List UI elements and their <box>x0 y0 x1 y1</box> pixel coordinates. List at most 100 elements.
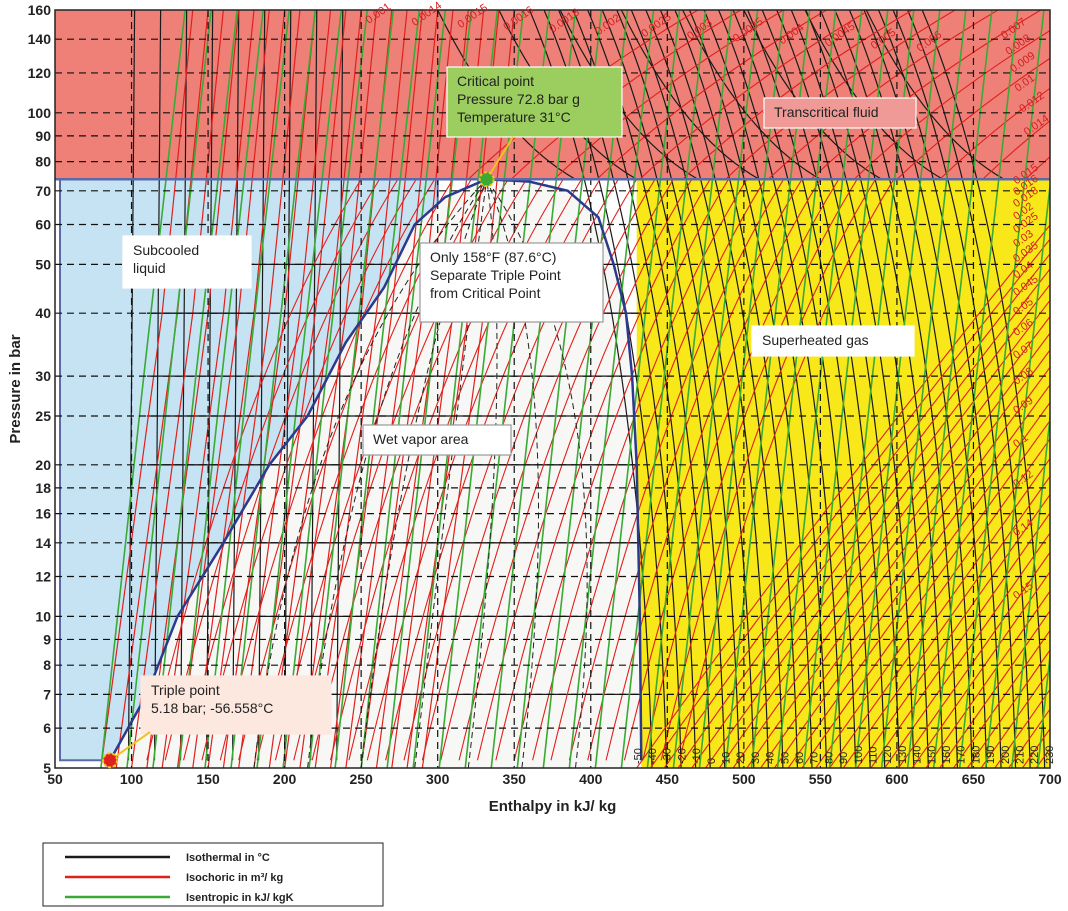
isochore-gas <box>898 551 1050 768</box>
isochore-gas <box>718 315 1050 768</box>
quality-line <box>360 179 488 768</box>
isotherm-label: 130 <box>897 746 909 764</box>
x-tick-label: 350 <box>503 771 527 787</box>
isochore-super <box>553 10 784 180</box>
y-tick-label: 6 <box>43 720 51 736</box>
isentrope <box>308 10 395 768</box>
annotation-text: 5.18 bar; -56.558°C <box>151 700 273 716</box>
isochore-super <box>982 120 1050 180</box>
isentrope <box>906 10 993 768</box>
annotation-text: Pressure 72.8 bar g <box>457 91 580 107</box>
y-tick-label: 40 <box>35 305 51 321</box>
critical-connector <box>485 136 514 180</box>
isotherm-label: -10 <box>691 748 703 764</box>
annotation-text: liquid <box>133 260 166 276</box>
isochore-gas <box>939 609 1050 768</box>
x-axis-title: Enthalpy in kJ/ kg <box>489 798 617 815</box>
isotherm-label: 230 <box>1044 746 1056 764</box>
x-tick-label: 150 <box>196 771 220 787</box>
annotation-text: Subcooled <box>133 242 199 258</box>
isochore-gas <box>829 456 1050 768</box>
annotation-text: Transcritical fluid <box>774 104 879 120</box>
isochore-gas <box>953 629 1050 768</box>
legend-label: Isochoric in m³/ kg <box>186 872 283 884</box>
annotation-text: Superheated gas <box>762 332 869 348</box>
isotherm-label: 220 <box>1029 746 1041 764</box>
isochore-wet <box>274 178 491 761</box>
x-tick-label: 250 <box>349 771 373 787</box>
quality-line <box>486 179 539 768</box>
y-tick-label: 50 <box>35 256 51 272</box>
isochore-wet <box>183 178 399 761</box>
isochore-gas <box>966 649 1050 768</box>
isochore-gas <box>925 590 1050 768</box>
quality-line <box>253 178 488 768</box>
isochore-wet <box>385 178 601 761</box>
isochore-gas <box>677 268 1050 768</box>
isochore-gas <box>691 283 1050 768</box>
isotherm-gas <box>848 10 973 768</box>
isotherm-label: 180 <box>970 746 982 764</box>
isochore-super <box>596 10 827 180</box>
critical-point-marker <box>478 171 495 188</box>
y-tick-label: 20 <box>35 457 51 473</box>
annotation-text: from Critical Point <box>430 285 541 301</box>
annotation-text: Triple point <box>151 682 220 698</box>
isochore-gas <box>636 224 1050 768</box>
isentrope <box>1010 410 1050 768</box>
isochore-wet <box>421 178 638 761</box>
x-tick-label: 100 <box>120 771 144 787</box>
isotherm-label: 190 <box>985 746 997 764</box>
y-tick-label: 5 <box>43 760 51 776</box>
annotation-box <box>122 235 252 289</box>
isochore-wet <box>458 178 674 761</box>
x-tick-label: 550 <box>809 771 833 787</box>
y-tick-label: 140 <box>28 31 52 47</box>
isotherm-gas <box>834 10 958 768</box>
y-tick-label: 10 <box>35 608 51 624</box>
saturated-liquid-line <box>109 178 488 761</box>
isotherm-label: 140 <box>912 746 924 764</box>
isotherm-label: 80 <box>823 752 835 764</box>
isochore-gas <box>705 299 1050 768</box>
y-axis-title: Pressure in bar <box>7 334 24 443</box>
x-tick-label: 200 <box>273 771 297 787</box>
y-tick-label: 80 <box>35 154 51 170</box>
isotherm-label: 10 <box>720 752 732 764</box>
x-tick-label: 500 <box>732 771 756 787</box>
isotherm-label: 50 <box>779 752 791 764</box>
isotherm-label: 60 <box>794 752 806 764</box>
isentrope <box>1064 10 1068 768</box>
isotherm-label: 120 <box>882 746 894 764</box>
isochore-super <box>725 10 956 180</box>
y-tick-label: 70 <box>35 183 51 199</box>
annotation-box <box>362 424 512 456</box>
isotherm-label: 0 <box>706 758 718 764</box>
annotation-text: Temperature 31°C <box>457 109 571 125</box>
isochore-gas <box>663 253 1050 768</box>
y-tick-label: 7 <box>43 686 51 702</box>
isochore-wet <box>660 178 876 761</box>
isotherm-label: 200 <box>1000 746 1012 764</box>
y-tick-label: 120 <box>28 65 52 81</box>
isotherm-label: 90 <box>838 752 850 764</box>
y-tick-label: 16 <box>35 506 51 522</box>
isochore-gas <box>760 366 1050 768</box>
y-tick-label: 25 <box>35 408 51 424</box>
isotherm-label: 20 <box>735 752 747 764</box>
isochore-gas <box>911 570 1050 768</box>
isochore-gas <box>884 532 1050 768</box>
y-tick-label: 14 <box>35 535 51 551</box>
isochore-wet <box>605 178 821 761</box>
isochore-wet <box>495 178 711 761</box>
x-tick-label: 50 <box>47 771 63 787</box>
annotation-text: Only 158°F (87.6°C) <box>430 249 556 265</box>
annotation-text: Critical point <box>457 73 534 89</box>
annotation-box <box>763 97 917 129</box>
isochore-super <box>896 57 1050 180</box>
isotherm-label: 30 <box>750 752 762 764</box>
isochore-wet <box>679 178 895 761</box>
annotation-text: Separate Triple Point <box>430 267 561 283</box>
saturated-vapor-line <box>486 177 643 761</box>
isentrope <box>594 10 681 768</box>
